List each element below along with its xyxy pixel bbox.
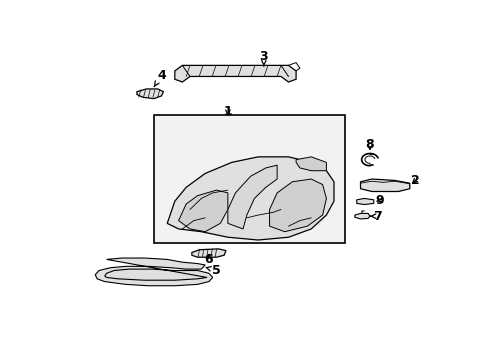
Text: 6: 6: [204, 253, 213, 266]
Polygon shape: [269, 179, 326, 232]
Polygon shape: [356, 198, 373, 204]
Text: 4: 4: [154, 68, 165, 87]
Polygon shape: [296, 157, 326, 171]
Text: 5: 5: [206, 264, 221, 277]
Polygon shape: [175, 66, 296, 82]
Text: 2: 2: [410, 174, 419, 187]
Text: 7: 7: [369, 210, 381, 223]
Polygon shape: [167, 157, 333, 240]
Bar: [154, 115, 345, 243]
Text: 3: 3: [259, 50, 267, 66]
Polygon shape: [178, 190, 227, 232]
Polygon shape: [95, 258, 212, 286]
Polygon shape: [227, 165, 277, 229]
Text: 9: 9: [374, 194, 383, 207]
Polygon shape: [137, 89, 163, 99]
Text: 8: 8: [365, 138, 373, 151]
Polygon shape: [360, 179, 409, 192]
Polygon shape: [354, 213, 369, 219]
Text: 1: 1: [223, 105, 232, 118]
Polygon shape: [191, 249, 225, 257]
